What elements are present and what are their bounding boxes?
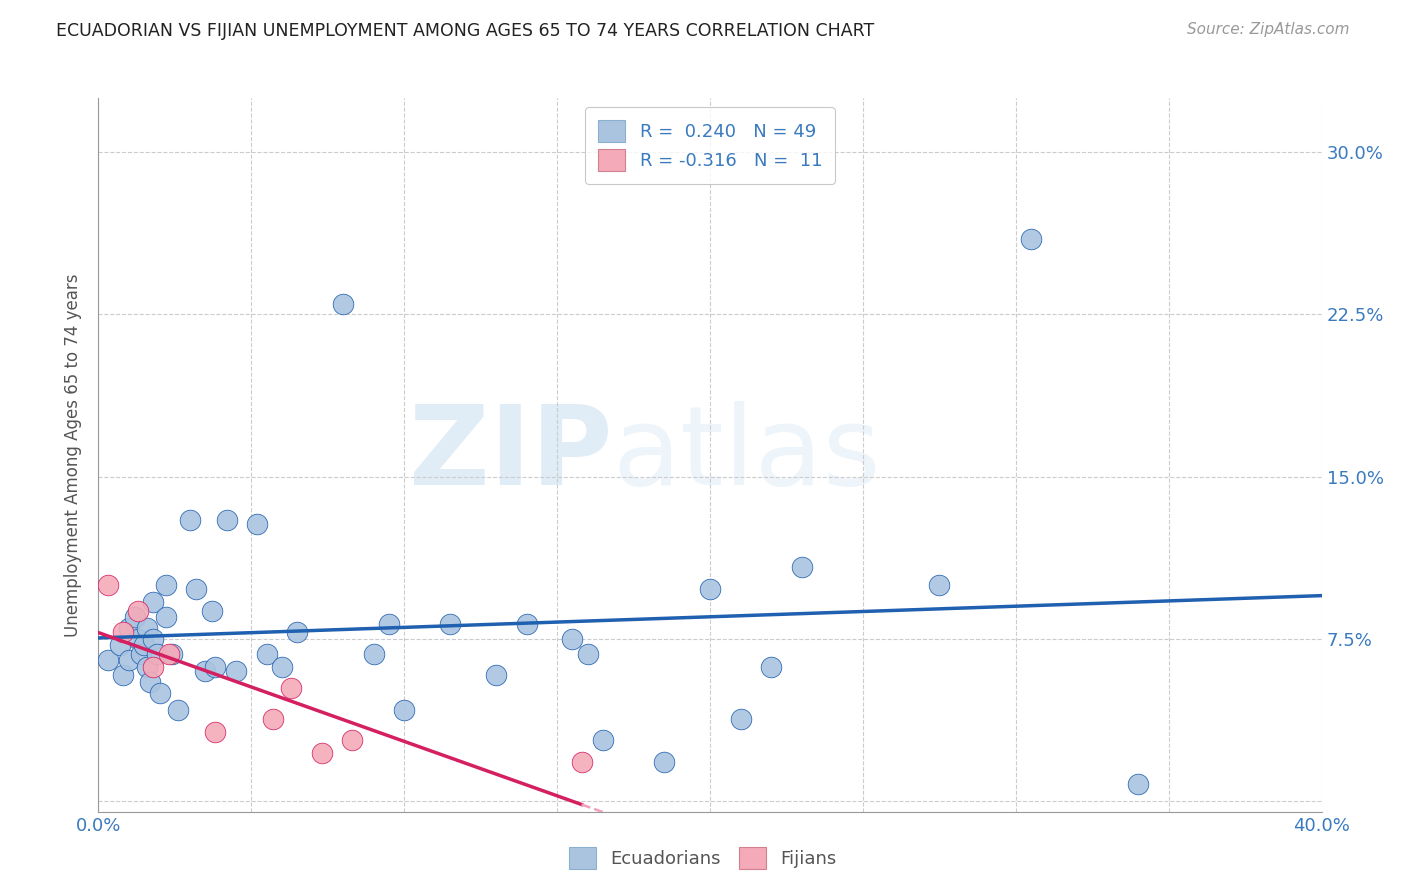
Point	[127, 604, 149, 618]
Point	[142, 660, 165, 674]
Point	[204, 724, 226, 739]
Point	[139, 675, 162, 690]
Point	[270, 660, 292, 674]
Point	[561, 632, 583, 646]
Point	[97, 577, 120, 591]
Point	[127, 632, 149, 646]
Point	[142, 632, 165, 646]
Point	[699, 582, 721, 596]
Point	[129, 647, 152, 661]
Point	[167, 703, 190, 717]
Point	[592, 733, 614, 747]
Point	[311, 747, 333, 761]
Point	[285, 625, 308, 640]
Point	[145, 647, 167, 661]
Point	[392, 703, 416, 717]
Point	[124, 610, 146, 624]
Point	[118, 621, 141, 635]
Point	[342, 733, 364, 747]
Point	[516, 616, 538, 631]
Text: ZIP: ZIP	[409, 401, 612, 508]
Point	[204, 660, 226, 674]
Point	[576, 647, 599, 661]
Legend: R =  0.240   N = 49, R = -0.316   N =  11: R = 0.240 N = 49, R = -0.316 N = 11	[585, 107, 835, 184]
Point	[134, 638, 156, 652]
Point	[108, 638, 131, 652]
Point	[363, 647, 385, 661]
Text: ECUADORIAN VS FIJIAN UNEMPLOYMENT AMONG AGES 65 TO 74 YEARS CORRELATION CHART: ECUADORIAN VS FIJIAN UNEMPLOYMENT AMONG …	[56, 22, 875, 40]
Point	[215, 513, 238, 527]
Point	[111, 668, 134, 682]
Point	[790, 560, 813, 574]
Y-axis label: Unemployment Among Ages 65 to 74 years: Unemployment Among Ages 65 to 74 years	[65, 273, 83, 637]
Point	[332, 296, 354, 310]
Point	[1019, 232, 1042, 246]
Point	[200, 604, 222, 618]
Point	[155, 577, 177, 591]
Point	[194, 664, 217, 678]
Point	[97, 653, 120, 667]
Point	[378, 616, 401, 631]
Text: atlas: atlas	[612, 401, 880, 508]
Point	[179, 513, 201, 527]
Point	[157, 647, 180, 661]
Point	[485, 668, 508, 682]
Point	[160, 647, 183, 661]
Legend: Ecuadorians, Fijians: Ecuadorians, Fijians	[560, 838, 846, 879]
Point	[118, 653, 141, 667]
Point	[262, 712, 284, 726]
Point	[136, 621, 159, 635]
Point	[246, 517, 269, 532]
Point	[280, 681, 302, 696]
Point	[928, 577, 950, 591]
Point	[759, 660, 782, 674]
Point	[652, 755, 675, 769]
Point	[730, 712, 752, 726]
Point	[111, 625, 134, 640]
Text: Source: ZipAtlas.com: Source: ZipAtlas.com	[1187, 22, 1350, 37]
Point	[155, 610, 177, 624]
Point	[571, 755, 593, 769]
Point	[256, 647, 278, 661]
Point	[1128, 776, 1150, 790]
Point	[136, 660, 159, 674]
Point	[186, 582, 208, 596]
Point	[225, 664, 247, 678]
Point	[439, 616, 461, 631]
Point	[149, 686, 172, 700]
Point	[142, 595, 165, 609]
